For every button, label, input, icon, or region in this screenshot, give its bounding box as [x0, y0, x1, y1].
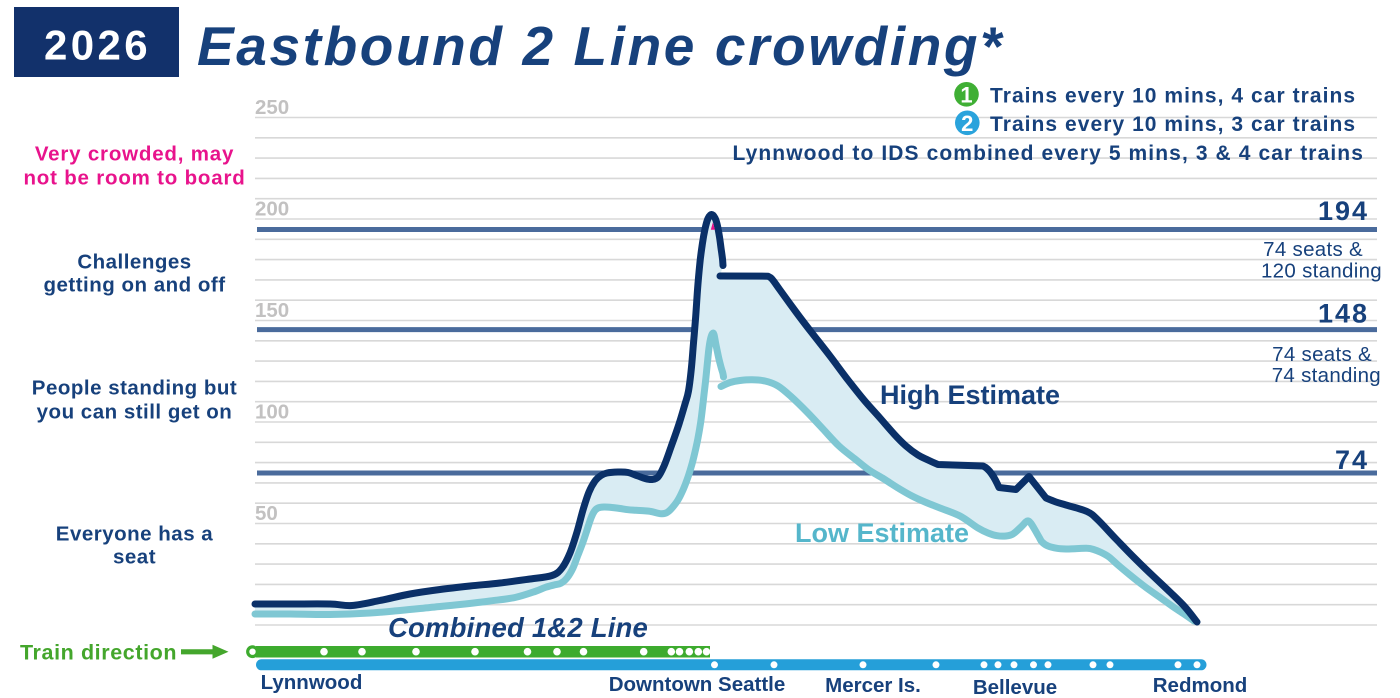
svg-text:Eastbound 2 Line crowding*: Eastbound 2 Line crowding* — [197, 15, 1004, 77]
svg-text:Trains every 10 mins, 3 car tr: Trains every 10 mins, 3 car trains — [990, 113, 1356, 136]
svg-text:Train direction: Train direction — [20, 640, 177, 664]
svg-text:200: 200 — [255, 198, 289, 221]
svg-text:Trains every 10 mins, 4 car tr: Trains every 10 mins, 4 car trains — [990, 85, 1356, 108]
svg-text:74 seats &: 74 seats & — [1272, 343, 1372, 366]
svg-text:High Estimate: High Estimate — [880, 380, 1060, 410]
svg-text:Low Estimate: Low Estimate — [795, 518, 969, 548]
svg-text:1: 1 — [960, 82, 972, 107]
svg-text:getting on and off: getting on and off — [43, 274, 225, 297]
svg-text:Mercer Is.: Mercer Is. — [825, 674, 921, 697]
svg-text:150: 150 — [255, 299, 289, 322]
svg-text:Challenges: Challenges — [77, 251, 191, 274]
svg-text:120 standing: 120 standing — [1261, 260, 1382, 283]
svg-text:Bellevue: Bellevue — [973, 676, 1057, 698]
svg-text:50: 50 — [255, 502, 278, 525]
svg-text:not be room to board: not be room to board — [23, 166, 245, 189]
svg-text:Very crowded, may: Very crowded, may — [35, 143, 234, 166]
svg-text:194: 194 — [1318, 196, 1369, 226]
svg-text:100: 100 — [255, 401, 289, 424]
svg-text:Redmond: Redmond — [1153, 674, 1248, 697]
svg-text:250: 250 — [255, 96, 289, 119]
svg-text:2: 2 — [961, 111, 973, 136]
svg-text:Downtown Seattle: Downtown Seattle — [609, 673, 786, 696]
svg-text:74 standing: 74 standing — [1272, 364, 1381, 387]
svg-text:you can still get on: you can still get on — [37, 400, 233, 423]
svg-text:Lynnwood: Lynnwood — [261, 671, 363, 694]
svg-text:74 seats &: 74 seats & — [1263, 238, 1363, 261]
svg-text:Everyone has a: Everyone has a — [56, 523, 214, 546]
svg-text:Lynnwood to IDS combined every: Lynnwood to IDS combined every 5 mins, 3… — [732, 142, 1364, 165]
svg-text:74: 74 — [1335, 445, 1369, 475]
svg-text:Combined 1&2 Line: Combined 1&2 Line — [388, 612, 648, 643]
svg-text:148: 148 — [1318, 299, 1369, 329]
svg-text:People standing but: People standing but — [32, 377, 237, 400]
svg-text:2026: 2026 — [44, 22, 151, 69]
svg-text:seat: seat — [113, 546, 156, 569]
